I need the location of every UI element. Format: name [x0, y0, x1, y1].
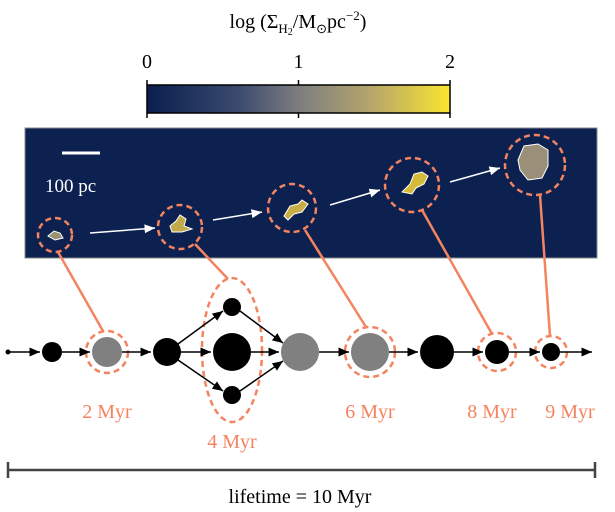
- colorbar-tick-label: 2: [445, 51, 455, 73]
- page: log (ΣH2/M⊙pc−2) 0 1 2 100 pc: [0, 0, 615, 512]
- lifetime-label: lifetime = 10 Myr: [229, 486, 372, 508]
- colorbar-label: log (ΣH2/M⊙pc−2): [230, 8, 367, 38]
- figure: log (ΣH2/M⊙pc−2) 0 1 2 100 pc: [0, 0, 615, 512]
- scale-label: 100 pc: [45, 176, 96, 197]
- colorbar-tick-label: 0: [142, 51, 152, 73]
- lifetime-bar: [8, 462, 595, 478]
- stage-label: 6 Myr: [345, 401, 395, 423]
- stage-label: 8 Myr: [467, 401, 517, 423]
- colorbar: [147, 85, 450, 113]
- stage-label: 2 Myr: [82, 401, 132, 423]
- stage-label: 9 Myr: [545, 401, 595, 423]
- stage-label: 4 Myr: [207, 431, 257, 453]
- colorbar-tick-label: 1: [294, 51, 304, 73]
